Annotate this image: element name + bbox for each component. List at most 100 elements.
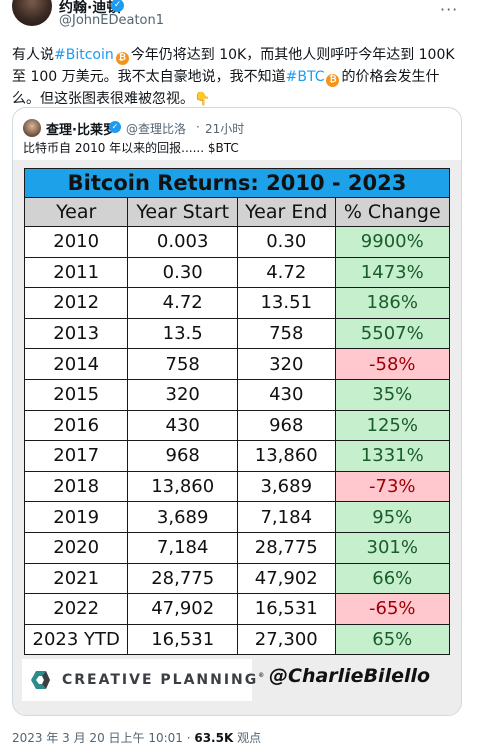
pointing-down-icon: 👇 <box>194 92 211 107</box>
tweet-footer: 2023 年 3 月 20 日上午 10:01 · 63.5K 观点 <box>12 729 261 746</box>
year-end-cell: 13.51 <box>236 287 336 319</box>
column-header: Year <box>23 197 129 227</box>
quote-chart-image[interactable]: Bitcoin Returns: 2010 - 2023 Year Year S… <box>13 160 461 715</box>
year-start-cell: 430 <box>127 409 238 442</box>
year-start-cell: 28,775 <box>127 562 238 595</box>
table-row: 2017 968 13,860 1331% <box>23 440 451 472</box>
hashtag-btc[interactable]: #BTC <box>285 69 325 85</box>
year-cell: 2023 YTD <box>23 623 129 656</box>
quote-timestamp[interactable]: 21小时 <box>205 122 245 136</box>
year-cell: 2016 <box>23 409 129 442</box>
column-header: % Change <box>334 197 451 227</box>
column-header: Year Start <box>127 197 238 227</box>
year-end-cell: 430 <box>236 378 336 411</box>
year-start-cell: 968 <box>127 440 238 472</box>
table-row: 2010 0.003 0.30 9900% <box>23 226 451 258</box>
year-start-cell: 4.72 <box>127 287 238 319</box>
year-end-cell: 0.30 <box>236 226 336 258</box>
view-label: 观点 <box>233 731 262 745</box>
quote-text: 比特币自 2010 年以来的回报...... $BTC <box>23 141 239 155</box>
tweet-text-part: 今年仍将达到 10K，而其他人则呼吁今年达到 100K 至 100 万美元。我不… <box>12 47 455 85</box>
year-start-cell: 0.30 <box>127 256 238 289</box>
verified-badge-icon: ✓ <box>109 121 121 133</box>
column-header: Year End <box>236 197 336 227</box>
creative-planning-mark-icon <box>31 671 50 689</box>
tweet-text: 有人说#Bitcoin ₿ 今年仍将达到 10K，而其他人则呼吁今年达到 100K … <box>12 44 464 111</box>
tweet-header: 约翰·迪顿 ✓ @JohnEDeaton1 ··· <box>0 0 477 34</box>
year-start-cell: 7,184 <box>127 531 238 564</box>
hashtag-bitcoin[interactable]: #Bitcoin <box>54 47 114 63</box>
quoted-tweet[interactable]: 查理·比莱罗 ✓ @查理比洛 · 21小时 比特币自 2010 年以来的回报..… <box>12 107 462 716</box>
year-end-cell: 13,860 <box>236 440 336 472</box>
more-icon[interactable]: ··· <box>440 0 459 19</box>
table-row: 2011 0.30 4.72 1473% <box>23 256 451 289</box>
table-row: 2019 3,689 7,184 95% <box>23 501 451 533</box>
tweet-text-part: 有人说 <box>12 47 54 63</box>
percent-change-cell: 186% <box>334 287 451 319</box>
percent-change-cell: -65% <box>334 593 451 625</box>
year-start-cell: 13.5 <box>127 317 238 350</box>
year-cell: 2013 <box>23 317 129 350</box>
year-end-cell: 28,775 <box>236 531 336 564</box>
tweet-text-part: 的价格会发生什么。但这张图表很难被忽视。 <box>12 69 440 107</box>
percent-change-cell: 95% <box>334 501 451 533</box>
table-row: 2020 7,184 28,775 301% <box>23 531 451 564</box>
chart-author-signature: @CharlieBilello <box>269 665 431 687</box>
table-row: 2014 758 320 -58% <box>23 348 451 380</box>
tweet-timestamp[interactable]: 2023 年 3 月 20 日上午 10:01 · <box>12 731 195 745</box>
bitcoin-returns-table: Bitcoin Returns: 2010 - 2023 Year Year S… <box>23 168 451 656</box>
quote-author-avatar[interactable] <box>23 119 41 137</box>
year-start-cell: 0.003 <box>127 226 238 258</box>
year-start-cell: 758 <box>127 348 238 380</box>
year-end-cell: 47,902 <box>236 562 336 595</box>
table-row: 2021 28,775 47,902 66% <box>23 562 451 595</box>
year-end-cell: 758 <box>236 317 336 350</box>
year-cell: 2021 <box>23 562 129 595</box>
year-end-cell: 3,689 <box>236 470 336 503</box>
percent-change-cell: 35% <box>334 378 451 411</box>
year-start-cell: 13,860 <box>127 470 238 503</box>
year-cell: 2015 <box>23 378 129 411</box>
table-row: 2023 YTD 16,531 27,300 65% <box>23 623 451 656</box>
year-cell: 2010 <box>23 226 129 258</box>
year-cell: 2018 <box>23 470 129 503</box>
percent-change-cell: 5507% <box>334 317 451 350</box>
year-cell: 2019 <box>23 501 129 533</box>
percent-change-cell: -58% <box>334 348 451 380</box>
year-cell: 2014 <box>23 348 129 380</box>
quote-author-name[interactable]: 查理·比莱罗 <box>46 123 116 138</box>
quote-author-handle[interactable]: @查理比洛 <box>126 122 187 136</box>
verified-badge-icon: ✓ <box>111 0 124 12</box>
author-name[interactable]: 约翰·迪顿 <box>59 0 121 16</box>
year-end-cell: 968 <box>236 409 336 442</box>
table-row: 2012 4.72 13.51 186% <box>23 287 451 319</box>
bitcoin-coin-icon: ₿ <box>115 52 129 65</box>
percent-change-cell: 1331% <box>334 440 451 472</box>
year-cell: 2012 <box>23 287 129 319</box>
year-cell: 2011 <box>23 256 129 289</box>
brand-name: CREATIVE PLANNING® <box>62 672 265 688</box>
year-start-cell: 16,531 <box>127 623 238 656</box>
table-header-row: Year Year Start Year End % Change <box>23 197 451 227</box>
year-end-cell: 7,184 <box>236 501 336 533</box>
author-avatar[interactable] <box>12 0 52 26</box>
percent-change-cell: 301% <box>334 531 451 564</box>
year-start-cell: 3,689 <box>127 501 238 533</box>
view-count: 63.5K <box>194 731 234 745</box>
percent-change-cell: -73% <box>334 470 451 503</box>
year-end-cell: 16,531 <box>236 593 336 625</box>
year-start-cell: 47,902 <box>127 593 238 625</box>
year-start-cell: 320 <box>127 378 238 411</box>
year-cell: 2017 <box>23 440 129 472</box>
bitcoin-coin-icon: ₿ <box>326 74 340 87</box>
percent-change-cell: 66% <box>334 562 451 595</box>
year-end-cell: 27,300 <box>236 623 336 656</box>
percent-change-cell: 9900% <box>334 226 451 258</box>
year-cell: 2022 <box>23 593 129 625</box>
author-handle[interactable]: @JohnEDeaton1 <box>59 13 165 28</box>
table-row: 2016 430 968 125% <box>23 409 451 442</box>
percent-change-cell: 1473% <box>334 256 451 289</box>
table-title: Bitcoin Returns: 2010 - 2023 <box>24 168 450 198</box>
creative-planning-logo: CREATIVE PLANNING® <box>22 659 264 701</box>
year-end-cell: 4.72 <box>236 256 336 289</box>
